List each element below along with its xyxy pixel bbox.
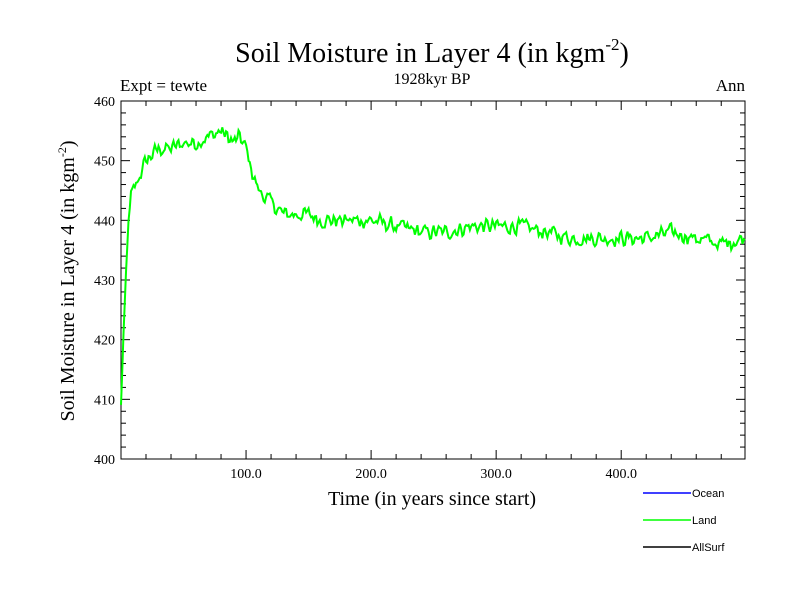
y-tick-label: 430 [94, 274, 115, 289]
period-label: 1928kyr BP [394, 71, 471, 88]
y-axis-label-main: Soil Moisture in Layer 4 (in kgm [57, 157, 79, 422]
y-tick-label: 410 [94, 393, 115, 408]
x-axis-ticks: 100.0 200.0 300.0 400.0 [145, 101, 722, 482]
x-tick-label: 300.0 [480, 467, 512, 482]
chart-title-main: Soil Moisture in Layer 4 (in kgm [235, 38, 605, 69]
legend-label-ocean: Ocean [692, 488, 724, 500]
series-line-land [120, 127, 746, 405]
chart-title-close: ) [620, 38, 629, 69]
legend-label-land: Land [692, 515, 716, 527]
y-tick-label: 400 [94, 453, 115, 468]
y-tick-label: 460 [94, 95, 115, 110]
chart-title: Soil Moisture in Layer 4 (in kgm-2) [235, 35, 629, 69]
x-tick-label: 400.0 [605, 467, 637, 482]
y-axis-label: Soil Moisture in Layer 4 (in kgm-2) [55, 140, 79, 421]
chart-title-sup: -2 [605, 35, 619, 54]
x-tick-label: 100.0 [230, 467, 262, 482]
series-group [120, 127, 746, 405]
y-tick-label: 450 [94, 155, 115, 170]
season-label: Ann [716, 76, 746, 95]
y-tick-label: 440 [94, 214, 115, 229]
y-axis-label-sup: -2 [55, 147, 69, 157]
legend: Ocean Land AllSurf [643, 488, 725, 554]
y-axis-ticks: 400 410 420 430 440 450 460 [94, 95, 745, 468]
y-tick-label: 420 [94, 334, 115, 349]
plot-area [120, 100, 746, 460]
x-tick-label: 200.0 [355, 467, 387, 482]
y-axis-label-close: ) [57, 140, 79, 147]
experiment-label: Expt = tewte [120, 76, 207, 95]
legend-label-allsurf: AllSurf [692, 542, 725, 554]
x-axis-label: Time (in years since start) [328, 488, 536, 510]
